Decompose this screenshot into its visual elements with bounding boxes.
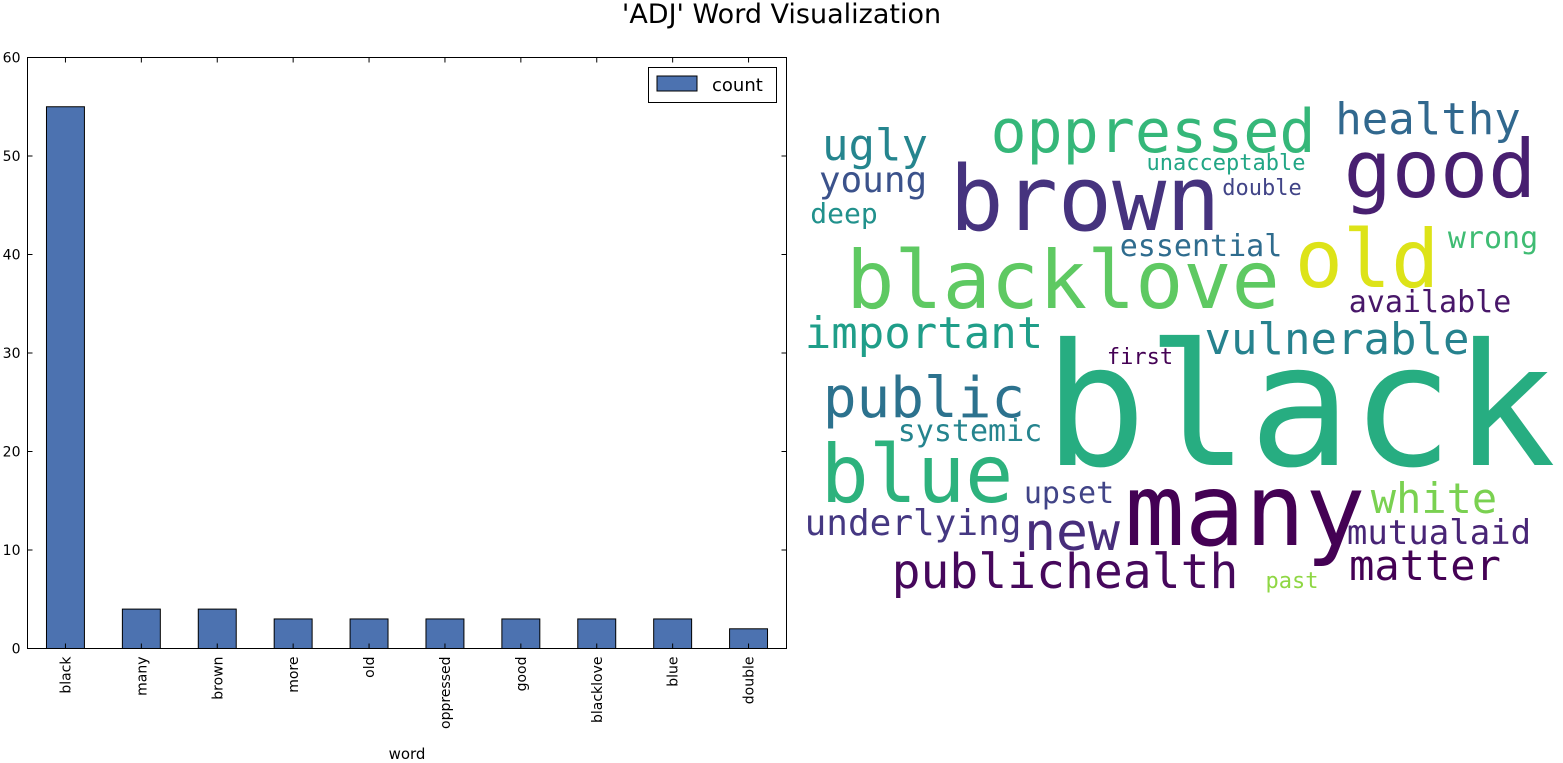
legend-label: count	[712, 75, 763, 96]
wordcloud-word-ugly: ugly	[822, 120, 928, 171]
wordcloud-word-black: black	[1044, 308, 1556, 506]
figure-title: 'ADJ' Word Visualization	[621, 0, 942, 30]
wordcloud-word-oppressed: oppressed	[990, 97, 1315, 167]
wordcloud-word-many: many	[1125, 452, 1366, 569]
wordcloud-word-new: new	[1024, 502, 1120, 563]
wordcloud-word-matter: matter	[1349, 541, 1501, 590]
x-tick-label: good	[514, 657, 530, 692]
wordcloud-word-healthy: healthy	[1335, 94, 1520, 145]
x-axis-label: word	[389, 745, 426, 763]
legend: count	[648, 67, 777, 103]
wordcloud-word-blue: blue	[821, 428, 1014, 521]
wordcloud-word-available: available	[1349, 285, 1512, 320]
bars	[45, 106, 769, 650]
y-tick-label: 10	[3, 543, 21, 559]
x-tick-label: black	[58, 656, 74, 694]
y-tick-label: 0	[12, 642, 21, 658]
wordcloud-word-important: important	[805, 308, 1043, 359]
wordcloud-word-essential: essential	[1120, 229, 1283, 264]
wordcloud-word-mutualaid: mutualaid	[1347, 513, 1531, 553]
wordcloud-word-past: past	[1266, 569, 1319, 594]
legend-swatch	[656, 75, 698, 92]
y-tick-label: 40	[3, 248, 21, 264]
wordcloud-word-good: good	[1344, 123, 1537, 216]
wordcloud-word-underlying: underlying	[805, 503, 1022, 544]
wordcloud-word-wrong: wrong	[1448, 221, 1538, 256]
wordcloud-word-publichealth: publichealth	[892, 544, 1239, 600]
wordcloud-word-double: double	[1222, 176, 1301, 201]
x-tick-label: brown	[210, 657, 226, 700]
x-tick-label: many	[134, 657, 150, 696]
y-tick-label: 30	[3, 346, 21, 362]
wordcloud-word-deep: deep	[810, 197, 877, 230]
x-tick-label: more	[286, 657, 302, 693]
y-tick-label: 20	[3, 445, 21, 461]
wordcloud-word-white: white	[1371, 474, 1497, 523]
wordcloud-word-public: public	[823, 366, 1025, 431]
wordcloud-word-unacceptable: unacceptable	[1147, 151, 1306, 176]
wordcloud-word-vulnerable: vulnerable	[1205, 314, 1470, 365]
x-tick-label: old	[362, 657, 378, 678]
y-tick-label: 60	[3, 51, 21, 67]
wordcloud-word-first: first	[1107, 345, 1173, 370]
y-tick-label: 50	[3, 149, 21, 165]
wordcloud-word-systemic: systemic	[898, 414, 1043, 449]
x-tick-label: blue	[666, 657, 682, 687]
plot-frame	[27, 57, 787, 649]
wordcloud-word-upset: upset	[1024, 476, 1114, 511]
x-axis-ticks: black many brown more old oppressed good blackl…	[58, 57, 758, 730]
bar-chart: 0 10 20 30 40 50 60 black many brown more old oppre…	[3, 51, 787, 763]
bar-brown	[197, 608, 237, 649]
wordcloud-word-old: old	[1295, 213, 1440, 306]
wordcloud-word-brown: brown	[950, 147, 1221, 252]
wordcloud-word-blacklove: blacklove	[846, 234, 1279, 327]
x-tick-label: blacklove	[590, 657, 606, 724]
x-tick-label: oppressed	[438, 657, 454, 730]
x-tick-label: double	[742, 657, 758, 705]
bar-many	[121, 608, 161, 649]
y-axis-ticks: 0 10 20 30 40 50 60	[3, 51, 787, 658]
bar-black	[45, 106, 85, 649]
wordcloud-word-young: young	[819, 160, 927, 201]
